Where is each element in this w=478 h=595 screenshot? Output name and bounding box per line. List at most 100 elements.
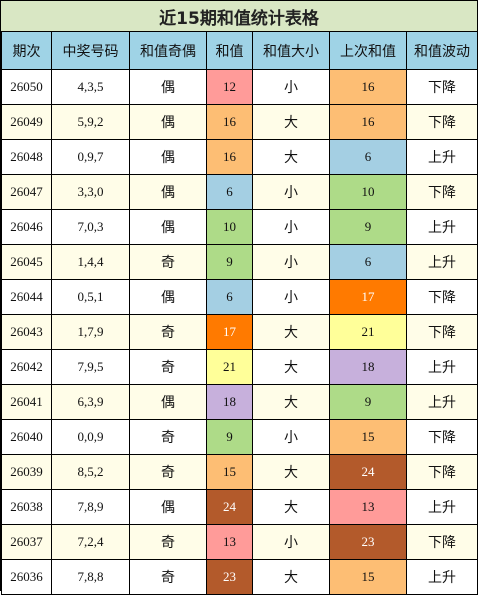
sum-cell: 10 xyxy=(206,209,253,245)
prev-sum-cell: 16 xyxy=(329,104,407,140)
numbers-cell: 7,8,9 xyxy=(51,489,130,525)
size-cell: 小 xyxy=(252,174,330,210)
parity-cell: 奇 xyxy=(129,349,207,385)
size-cell: 大 xyxy=(252,139,330,175)
numbers-cell: 0,5,1 xyxy=(51,279,130,315)
trend-cell: 下降 xyxy=(406,279,478,315)
period-cell: 26043 xyxy=(1,314,52,350)
size-cell: 大 xyxy=(252,559,330,595)
parity-cell: 偶 xyxy=(129,174,207,210)
parity-cell: 奇 xyxy=(129,454,207,490)
parity-cell: 偶 xyxy=(129,209,207,245)
numbers-cell: 4,3,5 xyxy=(51,69,130,105)
sum-cell: 15 xyxy=(206,454,253,490)
size-cell: 小 xyxy=(252,419,330,455)
table-row: 26043 1,7,9 奇 17 大 21 下降 xyxy=(1,314,478,350)
parity-cell: 偶 xyxy=(129,139,207,175)
size-cell: 大 xyxy=(252,489,330,525)
trend-cell: 下降 xyxy=(406,454,478,490)
period-cell: 26044 xyxy=(1,279,52,315)
sum-cell: 23 xyxy=(206,559,253,595)
sum-cell: 17 xyxy=(206,314,253,350)
size-cell: 小 xyxy=(252,524,330,560)
header-parity: 和值奇偶 xyxy=(129,31,207,70)
trend-cell: 下降 xyxy=(406,314,478,350)
table-row: 26046 7,0,3 偶 10 小 9 上升 xyxy=(1,209,478,245)
header-prev-sum: 上次和值 xyxy=(329,31,407,70)
sum-cell: 6 xyxy=(206,279,253,315)
header-numbers: 中奖号码 xyxy=(51,31,130,70)
sum-cell: 21 xyxy=(206,349,253,385)
numbers-cell: 1,4,4 xyxy=(51,244,130,280)
table-row: 26042 7,9,5 奇 21 大 18 上升 xyxy=(1,349,478,385)
prev-sum-cell: 21 xyxy=(329,314,407,350)
size-cell: 大 xyxy=(252,314,330,350)
prev-sum-cell: 16 xyxy=(329,69,407,105)
prev-sum-cell: 9 xyxy=(329,384,407,420)
trend-cell: 上升 xyxy=(406,559,478,595)
prev-sum-cell: 13 xyxy=(329,489,407,525)
table-row: 26050 4,3,5 偶 12 小 16 下降 xyxy=(1,69,478,105)
trend-cell: 上升 xyxy=(406,489,478,525)
prev-sum-cell: 6 xyxy=(329,139,407,175)
parity-cell: 偶 xyxy=(129,104,207,140)
trend-cell: 下降 xyxy=(406,524,478,560)
sum-cell: 6 xyxy=(206,174,253,210)
sum-cell: 9 xyxy=(206,244,253,280)
trend-cell: 上升 xyxy=(406,139,478,175)
size-cell: 大 xyxy=(252,104,330,140)
period-cell: 26040 xyxy=(1,419,52,455)
numbers-cell: 7,2,4 xyxy=(51,524,130,560)
period-cell: 26039 xyxy=(1,454,52,490)
trend-cell: 下降 xyxy=(406,69,478,105)
size-cell: 小 xyxy=(252,244,330,280)
period-cell: 26047 xyxy=(1,174,52,210)
prev-sum-cell: 10 xyxy=(329,174,407,210)
table-title: 近15期和值统计表格 xyxy=(1,1,477,32)
header-sum: 和值 xyxy=(206,31,253,70)
parity-cell: 偶 xyxy=(129,69,207,105)
parity-cell: 偶 xyxy=(129,279,207,315)
parity-cell: 奇 xyxy=(129,559,207,595)
numbers-cell: 1,7,9 xyxy=(51,314,130,350)
numbers-cell: 8,5,2 xyxy=(51,454,130,490)
parity-cell: 偶 xyxy=(129,489,207,525)
period-cell: 26049 xyxy=(1,104,52,140)
prev-sum-cell: 18 xyxy=(329,349,407,385)
size-cell: 大 xyxy=(252,349,330,385)
numbers-cell: 0,0,9 xyxy=(51,419,130,455)
parity-cell: 奇 xyxy=(129,314,207,350)
prev-sum-cell: 9 xyxy=(329,209,407,245)
numbers-cell: 3,3,0 xyxy=(51,174,130,210)
sum-cell: 16 xyxy=(206,104,253,140)
size-cell: 小 xyxy=(252,279,330,315)
table-body: 26050 4,3,5 偶 12 小 16 下降 26049 5,9,2 偶 16 大 16 下降 2604… xyxy=(1,69,478,595)
period-cell: 26048 xyxy=(1,139,52,175)
trend-cell: 下降 xyxy=(406,174,478,210)
parity-cell: 奇 xyxy=(129,524,207,560)
period-cell: 26037 xyxy=(1,524,52,560)
prev-sum-cell: 15 xyxy=(329,419,407,455)
sum-cell: 16 xyxy=(206,139,253,175)
table-row: 26038 7,8,9 偶 24 大 13 上升 xyxy=(1,489,478,525)
header-period: 期次 xyxy=(1,31,52,70)
period-cell: 26046 xyxy=(1,209,52,245)
table-row: 26045 1,4,4 奇 9 小 6 上升 xyxy=(1,244,478,280)
parity-cell: 奇 xyxy=(129,419,207,455)
period-cell: 26050 xyxy=(1,69,52,105)
numbers-cell: 7,8,8 xyxy=(51,559,130,595)
sum-cell: 13 xyxy=(206,524,253,560)
period-cell: 26045 xyxy=(1,244,52,280)
prev-sum-cell: 17 xyxy=(329,279,407,315)
numbers-cell: 5,9,2 xyxy=(51,104,130,140)
prev-sum-cell: 24 xyxy=(329,454,407,490)
header-trend: 和值波动 xyxy=(406,31,478,70)
period-cell: 26041 xyxy=(1,384,52,420)
table-row: 26048 0,9,7 偶 16 大 6 上升 xyxy=(1,139,478,175)
table-row: 26049 5,9,2 偶 16 大 16 下降 xyxy=(1,104,478,140)
table-row: 26039 8,5,2 奇 15 大 24 下降 xyxy=(1,454,478,490)
trend-cell: 下降 xyxy=(406,419,478,455)
period-cell: 26038 xyxy=(1,489,52,525)
trend-cell: 下降 xyxy=(406,104,478,140)
